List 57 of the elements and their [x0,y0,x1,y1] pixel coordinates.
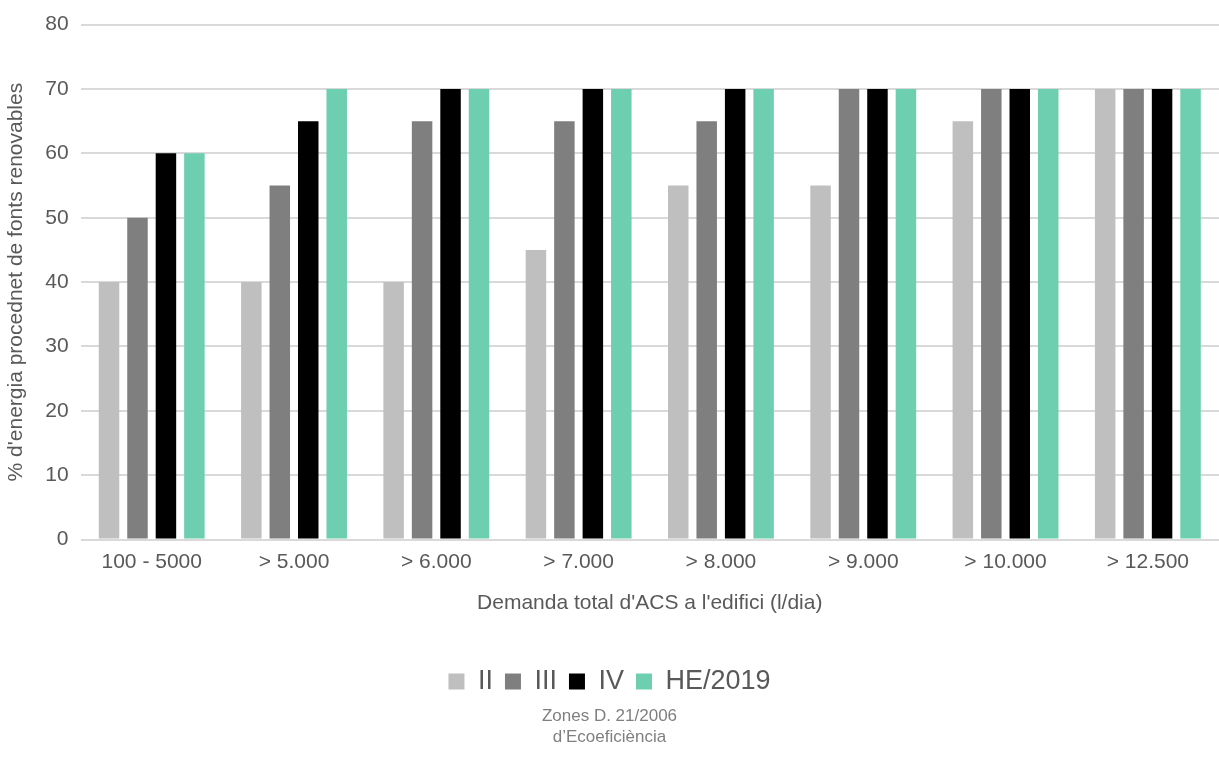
bar [1037,88,1059,539]
bar [753,88,774,539]
y-tick-label: 70 [45,75,69,99]
legend-label: II [477,664,493,695]
y-tick-label: 60 [45,140,69,164]
bar [724,88,746,539]
bar [554,121,575,539]
bar [1009,88,1031,539]
legend-label: IV [598,664,624,695]
bar [895,88,917,539]
bar [98,282,120,539]
bar [440,88,461,539]
bar [696,121,717,539]
bar [525,249,547,539]
bar [383,282,404,539]
bar [867,88,888,539]
bar [241,282,262,539]
bar [810,185,831,539]
legend-label: HE/2019 [665,664,771,695]
y-tick-label: 40 [45,268,69,292]
bar [1094,88,1116,539]
x-tick-label: > 5.000 [258,549,330,572]
text: Zones D. 21/2006 [540,705,679,726]
bar [838,88,860,539]
bar [155,153,177,539]
legend-label: III [534,664,557,695]
bar [411,121,433,539]
y-axis-title: % d'energia procednet de fonts renovables [3,82,27,482]
bar [952,121,974,539]
bar [184,153,205,539]
x-tick-label: > 9.000 [827,549,899,572]
y-tick-label: 10 [45,462,69,486]
bar [127,217,148,539]
bar [582,88,604,539]
bar [667,185,689,539]
y-tick-label: 0 [56,526,69,550]
bar [611,88,632,539]
bar [468,88,490,539]
y-tick-label: 80 [45,11,69,35]
y-tick-label: 30 [45,333,69,357]
bar [298,121,319,539]
y-tick-label: 20 [45,397,69,421]
bar [1180,88,1201,539]
bar [981,88,1002,539]
bar [1151,88,1173,539]
x-tick-label: > 6.000 [400,549,472,572]
x-tick-label: 100 - 5000 [101,549,202,572]
x-tick-label: > 12.500 [1106,549,1190,572]
bar [1123,88,1144,539]
x-tick-label: > 10.000 [964,549,1047,572]
bar [326,88,347,539]
x-axis-title: Demanda total d'ACS a l'edifici (l/dia) [477,590,823,614]
y-tick-label: 50 [45,204,69,228]
x-tick-label: > 7.000 [543,549,614,572]
x-tick-label: > 8.000 [685,549,757,572]
bar [269,185,291,539]
text: d’Ecoeficiència [551,726,668,747]
